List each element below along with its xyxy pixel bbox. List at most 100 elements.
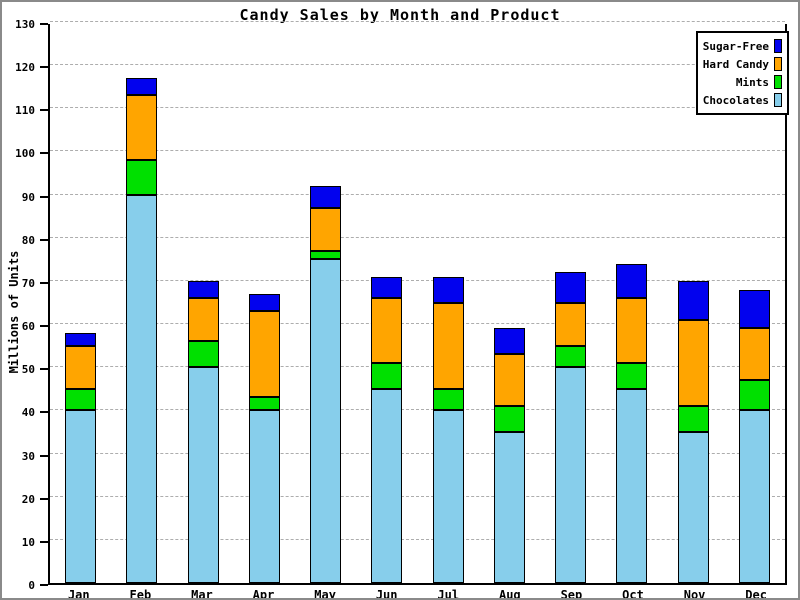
bar-segment-hard-candy-feb bbox=[126, 95, 158, 161]
bar-slot-may bbox=[295, 186, 356, 583]
legend-label: Mints bbox=[735, 75, 769, 89]
gridline-50 bbox=[50, 366, 785, 368]
y-tick-mark-110 bbox=[40, 109, 48, 112]
bar-segment-hard-candy-jul bbox=[432, 302, 464, 389]
bar-segment-chocolates-nov bbox=[677, 431, 709, 583]
gridline-10 bbox=[50, 538, 785, 540]
bar-slot-jun bbox=[356, 276, 417, 583]
bar-slot-mar bbox=[173, 280, 234, 583]
legend-row-hard-candy: Hard Candy bbox=[701, 55, 782, 73]
x-tick-label-oct: Oct bbox=[622, 588, 644, 600]
bar-nov bbox=[677, 280, 709, 583]
y-tick-mark-100 bbox=[40, 152, 48, 155]
legend: Sugar-Free Hard Candy Mints Chocolates bbox=[696, 31, 789, 115]
gridline-90 bbox=[50, 193, 785, 195]
y-tick-label-40: 40 bbox=[21, 406, 35, 420]
bar-segment-chocolates-dec bbox=[738, 410, 770, 583]
x-tick-label-jul: Jul bbox=[437, 588, 460, 600]
bars-row bbox=[50, 24, 785, 583]
bar-sep bbox=[555, 272, 587, 583]
bar-segment-sugar-free-jul bbox=[432, 276, 464, 303]
y-tick-mark-50 bbox=[40, 368, 48, 371]
bar-segment-sugar-free-sep bbox=[555, 272, 587, 303]
bar-segment-mints-aug bbox=[493, 406, 525, 432]
gridline-40 bbox=[50, 409, 785, 411]
bar-segment-mints-jun bbox=[371, 362, 403, 389]
bar-may bbox=[310, 186, 342, 583]
y-tick-label-30: 30 bbox=[21, 449, 35, 463]
bar-segment-sugar-free-apr bbox=[248, 293, 280, 312]
y-tick-label-120: 120 bbox=[15, 61, 35, 75]
bar-segment-hard-candy-dec bbox=[738, 328, 770, 381]
x-tick-label-may: May bbox=[314, 588, 336, 600]
gridline-120 bbox=[50, 64, 785, 66]
y-tick-label-10: 10 bbox=[21, 535, 35, 549]
bar-slot-dec bbox=[724, 289, 785, 583]
y-tick-mark-120 bbox=[40, 66, 48, 69]
bar-segment-chocolates-feb bbox=[126, 194, 158, 583]
gridline-100 bbox=[50, 150, 785, 152]
bar-slot-nov bbox=[663, 280, 724, 583]
bar-segment-sugar-free-nov bbox=[677, 280, 709, 320]
bar-segment-hard-candy-may bbox=[310, 207, 342, 251]
bar-slot-jul bbox=[418, 276, 479, 583]
bar-segment-chocolates-sep bbox=[555, 367, 587, 583]
gridline-80 bbox=[50, 236, 785, 238]
y-tick-mark-10 bbox=[40, 540, 48, 543]
x-tick-label-dec: Dec bbox=[745, 588, 767, 600]
bar-segment-mints-mar bbox=[187, 341, 219, 368]
legend-row-mints: Mints bbox=[701, 73, 782, 91]
bar-segment-hard-candy-sep bbox=[555, 302, 587, 346]
bar-apr bbox=[248, 293, 280, 583]
bar-segment-sugar-free-feb bbox=[126, 78, 158, 96]
y-tick-label-50: 50 bbox=[21, 363, 35, 377]
y-tick-label-100: 100 bbox=[15, 147, 35, 161]
bar-segment-chocolates-mar bbox=[187, 367, 219, 583]
y-tick-mark-20 bbox=[40, 497, 48, 500]
bar-mar bbox=[187, 280, 219, 583]
gridline-110 bbox=[50, 107, 785, 109]
bar-segment-chocolates-jun bbox=[371, 388, 403, 583]
legend-swatch-sugar-free bbox=[774, 39, 782, 53]
bar-segment-sugar-free-jun bbox=[371, 276, 403, 299]
bar-segment-mints-may bbox=[310, 250, 342, 260]
chart-title: Candy Sales by Month and Product bbox=[239, 6, 561, 24]
y-axis: 0 10 20 30 40 50 60 70 80 90 100 110 120 130 bbox=[2, 18, 48, 592]
bar-segment-mints-nov bbox=[677, 406, 709, 432]
bar-slot-aug bbox=[479, 328, 540, 583]
bar-segment-hard-candy-apr bbox=[248, 311, 280, 398]
x-tick-label-sep: Sep bbox=[560, 588, 583, 600]
bar-jun bbox=[371, 276, 403, 583]
y-tick-label-130: 130 bbox=[15, 18, 35, 31]
bar-segment-chocolates-jul bbox=[432, 410, 464, 583]
bar-dec bbox=[738, 289, 770, 583]
x-tick-label-jun: Jun bbox=[375, 588, 398, 600]
y-tick-mark-0 bbox=[40, 584, 48, 586]
legend-swatch-chocolates bbox=[774, 93, 782, 107]
bar-segment-mints-sep bbox=[555, 345, 587, 368]
bar-segment-hard-candy-nov bbox=[677, 319, 709, 407]
bar-segment-chocolates-aug bbox=[493, 431, 525, 583]
bar-segment-hard-candy-jun bbox=[371, 298, 403, 363]
legend-swatch-mints bbox=[774, 75, 782, 89]
y-tick-mark-130 bbox=[40, 23, 48, 25]
bar-jan bbox=[65, 332, 97, 583]
bar-segment-mints-apr bbox=[248, 397, 280, 411]
bar-segment-sugar-free-aug bbox=[493, 328, 525, 355]
bar-segment-hard-candy-mar bbox=[187, 298, 219, 342]
legend-row-sugar-free: Sugar-Free bbox=[701, 37, 782, 55]
y-tick-label-110: 110 bbox=[15, 104, 35, 118]
bar-slot-oct bbox=[601, 263, 662, 583]
gridline-70 bbox=[50, 279, 785, 281]
bar-segment-hard-candy-oct bbox=[616, 298, 648, 363]
y-tick-label-0: 0 bbox=[28, 579, 35, 592]
y-tick-mark-70 bbox=[40, 281, 48, 284]
x-tick-label-jan: Jan bbox=[67, 588, 90, 600]
y-tick-mark-30 bbox=[40, 454, 48, 457]
y-tick-mark-60 bbox=[40, 325, 48, 328]
bar-segment-chocolates-jan bbox=[65, 410, 97, 583]
y-tick-mark-40 bbox=[40, 411, 48, 414]
y-tick-label-70: 70 bbox=[21, 276, 35, 290]
y-tick-label-80: 80 bbox=[21, 233, 35, 247]
